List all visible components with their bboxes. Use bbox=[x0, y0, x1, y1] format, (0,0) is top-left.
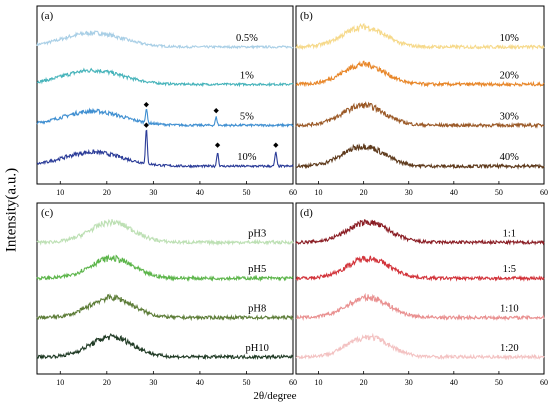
x-tick-label: 30 bbox=[149, 188, 157, 197]
x-tick-label: 50 bbox=[242, 378, 250, 387]
x-tick-label: 40 bbox=[196, 378, 204, 387]
series-label: pH3 bbox=[248, 228, 266, 239]
peak-marker: ◆ bbox=[144, 121, 150, 129]
series-label: 40% bbox=[500, 152, 520, 163]
x-tick-label: 40 bbox=[450, 378, 458, 387]
series-label: 1:10 bbox=[500, 304, 519, 315]
series-line bbox=[295, 101, 545, 129]
series-label: pH5 bbox=[248, 264, 266, 275]
x-tick-label: 20 bbox=[103, 188, 111, 197]
series-line bbox=[36, 67, 294, 88]
series-line bbox=[36, 218, 294, 246]
x-tick-label: 60 bbox=[540, 378, 548, 387]
series-line bbox=[36, 333, 294, 361]
panel-frame bbox=[295, 5, 545, 185]
peak-marker: ◆ bbox=[273, 141, 279, 149]
series-label: 10% bbox=[237, 152, 257, 163]
panel-d: (d) 10 20 30 40 50 60 1:1 1:5 1:10 1:20 bbox=[295, 202, 548, 387]
panel-b: (b) 10 20 30 40 50 60 10% 20% 30% 40% bbox=[295, 5, 548, 197]
peak-marker: ◆ bbox=[144, 100, 150, 108]
series-line bbox=[36, 254, 294, 282]
series-line bbox=[36, 129, 294, 169]
y-axis-label: Intensity(a.u.) bbox=[1, 150, 23, 270]
series-line bbox=[295, 60, 545, 88]
x-tick-label: 30 bbox=[405, 378, 413, 387]
peak-marker: ◆ bbox=[214, 106, 220, 114]
x-tick-label: 20 bbox=[360, 188, 368, 197]
series-line bbox=[295, 22, 545, 51]
x-tick-label: 20 bbox=[360, 378, 368, 387]
series-label: 5% bbox=[240, 111, 254, 122]
series-label: pH8 bbox=[248, 304, 266, 315]
series-line bbox=[36, 293, 294, 322]
series-label: 1:20 bbox=[500, 343, 519, 354]
series-line bbox=[295, 332, 545, 361]
series-label: 10% bbox=[500, 33, 520, 44]
series-line bbox=[36, 30, 294, 50]
x-tick-label: 30 bbox=[405, 188, 413, 197]
panel-label: (a) bbox=[41, 10, 54, 22]
panel-frame bbox=[36, 5, 294, 185]
panel-c: (c) 10 20 30 40 50 60 pH3 pH5 pH8 pH10 bbox=[36, 202, 297, 387]
x-tick-label: 20 bbox=[103, 378, 111, 387]
x-tick-label: 30 bbox=[149, 378, 157, 387]
series-line bbox=[295, 255, 545, 282]
y-axis-label-text: Intensity(a.u.) bbox=[3, 167, 20, 253]
panel-label: (d) bbox=[300, 207, 313, 219]
series-label: 0.5% bbox=[236, 33, 258, 44]
series-label: 1:1 bbox=[503, 228, 516, 239]
x-tick-label: 60 bbox=[289, 378, 297, 387]
series-line bbox=[296, 292, 545, 322]
x-tick-label: 50 bbox=[495, 378, 503, 387]
x-tick-label: 50 bbox=[242, 188, 250, 197]
series-label: 30% bbox=[500, 111, 520, 122]
series-line bbox=[295, 219, 545, 246]
series-label: 1% bbox=[240, 70, 254, 81]
panel-label: (b) bbox=[300, 10, 313, 22]
x-tick-label: 50 bbox=[495, 188, 503, 197]
series-line bbox=[36, 107, 294, 128]
x-tick-label: 60 bbox=[289, 188, 297, 197]
panel-frame bbox=[36, 202, 294, 375]
series-line bbox=[295, 143, 545, 170]
x-tick-label: 60 bbox=[540, 188, 548, 197]
series-label: 1:5 bbox=[503, 264, 516, 275]
series-label: pH10 bbox=[245, 343, 268, 354]
x-tick-label: 10 bbox=[315, 188, 323, 197]
panel-frame bbox=[295, 202, 545, 375]
x-tick-label: 10 bbox=[56, 378, 64, 387]
x-tick-label: 10 bbox=[56, 188, 64, 197]
panel-label: (c) bbox=[41, 207, 54, 219]
peak-marker: ◆ bbox=[215, 141, 221, 149]
x-tick-label: 40 bbox=[196, 188, 204, 197]
x-axis-label: 2θ/degree bbox=[253, 390, 297, 402]
x-tick-label: 40 bbox=[450, 188, 458, 197]
series-label: 20% bbox=[500, 70, 520, 81]
x-tick-label: 10 bbox=[315, 378, 323, 387]
panel-a: (a) 10 20 30 40 50 60 0.5% 1% 5% 10% ◆ ◆ ◆ ◆ ◆ bbox=[36, 5, 297, 197]
